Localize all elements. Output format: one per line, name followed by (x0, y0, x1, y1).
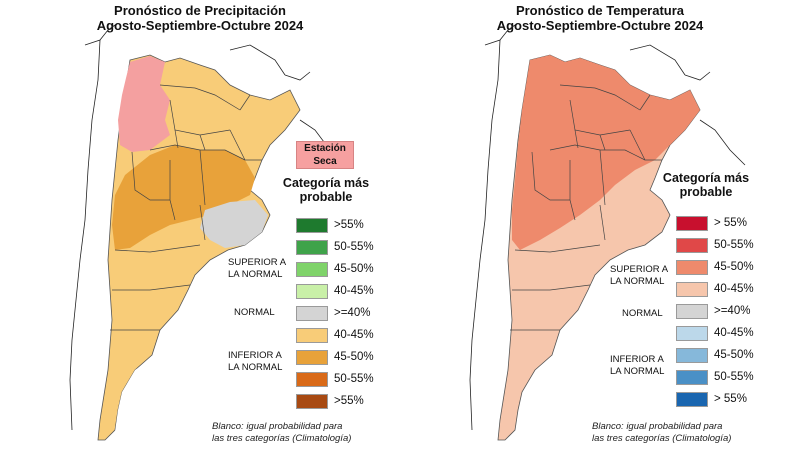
temperature-title-line1: Pronóstico de Temperatura (515, 3, 685, 18)
legend-label: 45-50% (714, 349, 754, 361)
temperature-title: Pronóstico de Temperatura Agosto-Septiem… (400, 3, 800, 33)
legend-swatch (676, 304, 708, 319)
legend-swatch (676, 326, 708, 341)
legend-swatch (676, 216, 708, 231)
legend-swatch (296, 262, 328, 277)
dry-season-label: Estación Seca (296, 141, 354, 169)
province-borders (110, 84, 262, 331)
legend-swatch (296, 240, 328, 255)
dry-season-label-line2: Seca (313, 156, 337, 167)
legend-heading-line2: probable (679, 185, 733, 199)
legend-swatch (676, 392, 708, 407)
category-superior: SUPERIOR A LA NORMAL (228, 257, 286, 281)
legend-label: 40-45% (714, 283, 754, 295)
temperature-map (469, 24, 746, 441)
precipitation-title: Pronóstico de Precipitación Agosto-Septi… (0, 3, 400, 33)
legend-label: 40-45% (714, 327, 754, 339)
legend-swatch (676, 282, 708, 297)
legend-label: > 55% (714, 393, 747, 405)
legend-swatch (676, 238, 708, 253)
argentina-land (97, 54, 301, 441)
neighbor-borders (469, 24, 746, 431)
legend-heading-line1: Categoría más (662, 171, 750, 185)
category-superior-line2: LA NORMAL (610, 276, 665, 287)
legend-label: 50-55% (334, 373, 374, 385)
climatology-note-line2: las tres categorías (Climatología) (592, 433, 732, 444)
legend-label: >55% (334, 219, 364, 231)
category-superior-line1: SUPERIOR A (228, 257, 287, 268)
legend-swatch (676, 260, 708, 275)
legend-label: 45-50% (334, 351, 374, 363)
category-normal: NORMAL (234, 307, 275, 318)
category-inferior-line1: INFERIOR A (228, 350, 282, 361)
zone-climatology (115, 360, 170, 432)
legend-swatch (296, 284, 328, 299)
legend-swatch (676, 370, 708, 385)
category-normal: NORMAL (622, 308, 663, 319)
climatology-note-line1: Blanco: igual probabilidad para (212, 421, 343, 432)
legend-heading-line1: Categoría más (282, 176, 370, 190)
precipitation-map (69, 24, 346, 441)
dry-season-label-line1: Estación (304, 143, 346, 154)
legend-label: 45-50% (714, 261, 754, 273)
category-inferior-line2: LA NORMAL (610, 366, 665, 377)
legend-heading-line2: probable (299, 190, 353, 204)
legend-label: 40-45% (334, 285, 374, 297)
zone-dry-season (118, 56, 170, 152)
precipitation-title-line1: Pronóstico de Precipitación (114, 3, 286, 18)
legend-label: >=40% (714, 305, 751, 317)
legend-label: 50-55% (334, 241, 374, 253)
category-superior-line2: LA NORMAL (228, 269, 283, 280)
legend-swatch (296, 218, 328, 233)
legend-label: >=40% (334, 307, 371, 319)
legend-swatch (296, 350, 328, 365)
province-borders (510, 84, 662, 331)
zone-normal (200, 200, 268, 248)
legend-swatch (296, 306, 328, 321)
legend-swatch (296, 372, 328, 387)
climatology-note-line2: las tres categorías (Climatología) (212, 433, 352, 444)
precipitation-title-line2: Agosto-Septiembre-Octubre 2024 (96, 18, 304, 33)
climatology-note-line1: Blanco: igual probabilidad para (592, 421, 723, 432)
legend-label: > 55% (714, 217, 747, 229)
climatology-note: Blanco: igual probabilidad para las tres… (212, 421, 351, 445)
category-inferior: INFERIOR A LA NORMAL (228, 350, 282, 374)
temperature-panel: Pronóstico de Temperatura Agosto-Septiem… (400, 0, 800, 450)
legend-label: 50-55% (714, 239, 754, 251)
legend-label: 50-55% (714, 371, 754, 383)
precipitation-panel: Pronóstico de Precipitación Agosto-Septi… (0, 3, 400, 445)
precipitation-legend-heading: Categoría más probable (276, 176, 376, 204)
neighbor-borders (69, 24, 346, 431)
legend-label: 45-50% (334, 263, 374, 275)
category-superior: SUPERIOR A LA NORMAL (610, 264, 668, 288)
category-inferior: INFERIOR A LA NORMAL (610, 354, 664, 378)
category-inferior-line1: INFERIOR A (610, 354, 664, 365)
climatology-note: Blanco: igual probabilidad para las tres… (592, 421, 731, 445)
temperature-title-line2: Agosto-Septiembre-Octubre 2024 (496, 18, 704, 33)
legend-label: 40-45% (334, 329, 374, 341)
category-inferior-line2: LA NORMAL (228, 362, 283, 373)
category-superior-line1: SUPERIOR A (610, 264, 669, 275)
legend-swatch (296, 328, 328, 343)
temperature-legend-heading: Categoría más probable (656, 171, 756, 199)
legend-swatch (296, 394, 328, 409)
zone-45-50 (512, 55, 700, 250)
legend-swatch (676, 348, 708, 363)
legend-label: >55% (334, 395, 364, 407)
zone-45-50 (112, 145, 255, 250)
